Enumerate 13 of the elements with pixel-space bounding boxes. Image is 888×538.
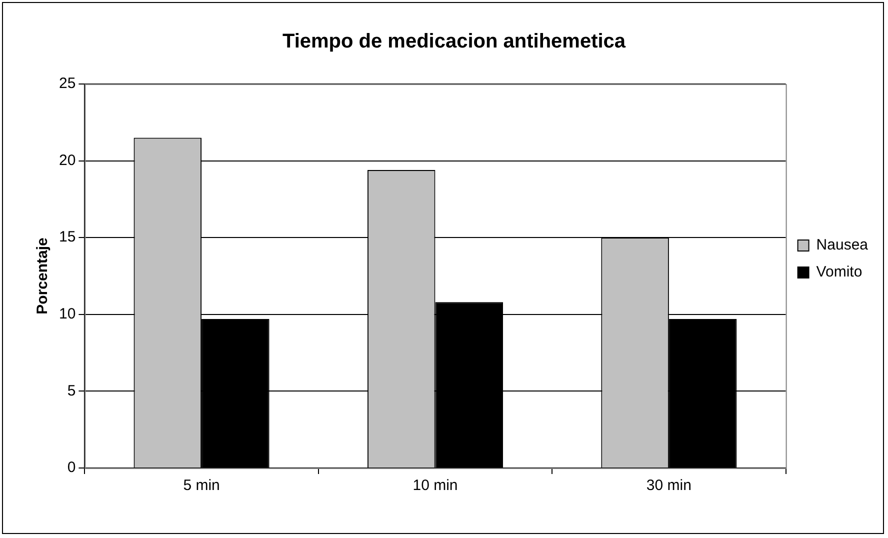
x-tick-label: 5 min [183, 477, 220, 494]
chart-title: Tiempo de medicacion antihemetica [282, 30, 626, 53]
y-axis-title: Porcentaje [34, 238, 52, 314]
y-tick-label: 10 [58, 306, 76, 323]
x-tick-label: 10 min [412, 477, 458, 494]
y-tick-label: 0 [67, 459, 76, 476]
y-tick-label: 25 [58, 75, 76, 92]
y-tick-label: 5 [67, 382, 76, 400]
x-tick-label: 30 min [646, 477, 692, 494]
legend-label: Nausea [816, 236, 869, 254]
legend-label: Vomito [816, 264, 862, 281]
y-tick-label: 20 [58, 152, 76, 169]
y-tick-label: 15 [58, 228, 76, 246]
